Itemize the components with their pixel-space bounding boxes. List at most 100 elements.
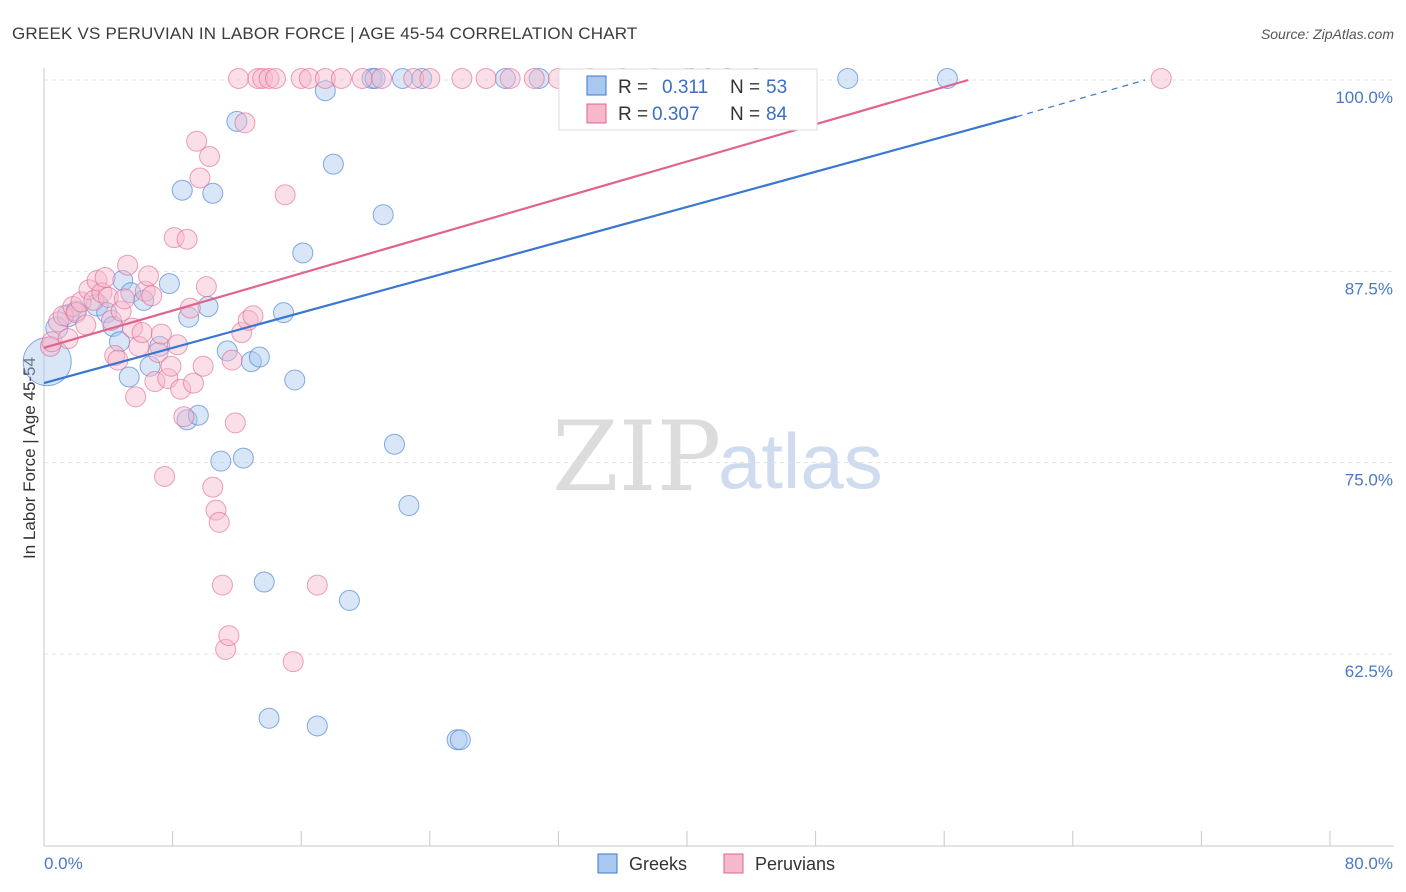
peruvian-point [351, 67, 373, 89]
stats-legend: R = 0.311 N = 53 R = 0.307 N = 84 [558, 68, 818, 131]
peruvian-point [199, 146, 221, 168]
legend-n-value-greeks: 53 [766, 77, 787, 98]
peruvian-point [75, 314, 97, 336]
bottom-legend-label-greeks: Greeks [629, 854, 687, 874]
peruvian-point [150, 323, 172, 345]
peruvian-point [86, 270, 108, 292]
peruvian-point [144, 371, 166, 393]
greek-point [383, 433, 405, 455]
legend-swatch-peruvians [586, 103, 607, 124]
peruvian-point [330, 67, 352, 89]
peruvian-point [94, 266, 116, 288]
peruvian-point [419, 67, 441, 89]
peruvian-point [234, 112, 256, 134]
legend-n-value-peruvians: 84 [766, 104, 788, 125]
greek-point [178, 306, 200, 328]
greek-point [253, 571, 275, 593]
y-tick-label: 62.5% [1345, 662, 1393, 681]
greek-point [322, 153, 344, 175]
y-tick-label: 100.0% [1335, 88, 1393, 107]
greek-point [364, 67, 386, 89]
legend-n-label-peruvians: N = [730, 104, 760, 125]
peruvian-point [208, 511, 230, 533]
peruvian-point [192, 355, 214, 377]
peruvian-point [371, 67, 393, 89]
peruvian-point [403, 67, 425, 89]
peruvian-point [137, 265, 159, 287]
peruvian-point [274, 184, 296, 206]
peruvian-point [218, 625, 240, 647]
legend-r-value-greeks: 0.311 [662, 77, 708, 98]
peruvian-point [451, 67, 473, 89]
peruvian-point [252, 67, 274, 89]
legend-r-label-peruvians: R = [618, 104, 648, 125]
greek-point [391, 67, 413, 89]
greek-point [176, 409, 198, 431]
y-tick-label: 75.0% [1345, 471, 1393, 490]
peruvian-point [1150, 67, 1172, 89]
greek-point [248, 346, 270, 368]
greek-point [210, 450, 232, 472]
peruvian-point [258, 67, 280, 89]
peruvian-point [97, 286, 119, 308]
greek-point [837, 67, 859, 89]
greek-point [372, 204, 394, 226]
peruvian-point [195, 276, 217, 298]
x-tick-max: 80.0% [1345, 854, 1393, 873]
axes [43, 68, 1394, 847]
peruvian-point [154, 465, 176, 487]
greek-trendline [43, 115, 1017, 385]
legend-n-label-greeks: N = [730, 77, 760, 98]
y-tick-label: 87.5% [1345, 279, 1393, 298]
peruvian-point [78, 279, 100, 301]
peruvian-point [523, 67, 545, 89]
peruvian-point [228, 67, 250, 89]
peruvian-point [211, 574, 233, 596]
peruvian-point [176, 228, 198, 250]
peruvian-point [173, 406, 195, 428]
watermark-zip: ZIP [552, 401, 721, 513]
peruvian-point [475, 67, 497, 89]
data-points [22, 67, 1172, 751]
greek-point [118, 366, 140, 388]
greek-trendline-extension [1016, 79, 1146, 118]
greek-point [292, 242, 314, 264]
peruvian-point [499, 67, 521, 89]
greek-point [338, 589, 360, 611]
series-legend: Greeks Peruvians [597, 853, 835, 874]
x-tick-min: 0.0% [44, 854, 83, 873]
peruvian-point [224, 412, 246, 434]
peruvian-point [186, 130, 208, 152]
legend-swatch-greeks [586, 75, 607, 96]
y-tick-labels: 100.0% 87.5% 75.0% 62.5% [1335, 88, 1393, 681]
chart-source: Source: ZipAtlas.com [1261, 26, 1394, 42]
peruvian-point [170, 378, 192, 400]
greek-point [398, 495, 420, 517]
peruvian-point [298, 67, 320, 89]
peruvian-point [125, 386, 147, 408]
peruvian-point [110, 300, 132, 322]
peruvian-point [189, 167, 211, 189]
peruvian-point [290, 67, 312, 89]
peruvian-point [117, 254, 139, 276]
peruvian-point [282, 651, 304, 673]
y-axis-label: In Labor Force | Age 45-54 [20, 357, 39, 559]
peruvian-point [182, 372, 204, 394]
peruvian-point [160, 355, 182, 377]
greek-point [226, 110, 248, 132]
greek-point [171, 179, 193, 201]
greek-point [494, 67, 516, 89]
greek-point [273, 302, 295, 324]
peruvian-point [221, 349, 243, 371]
greek-point [528, 67, 550, 89]
greek-point [411, 67, 433, 89]
greek-point [449, 729, 471, 751]
peruvian-point [113, 288, 135, 310]
bottom-legend-swatch-greeks [597, 853, 618, 874]
peruvian-point [264, 67, 286, 89]
greek-point [258, 707, 280, 729]
chart-title: GREEK VS PERUVIAN IN LABOR FORCE | AGE 4… [12, 24, 638, 43]
peruvian-point [215, 638, 237, 660]
legend-r-value-peruvians: 0.307 [652, 104, 700, 125]
